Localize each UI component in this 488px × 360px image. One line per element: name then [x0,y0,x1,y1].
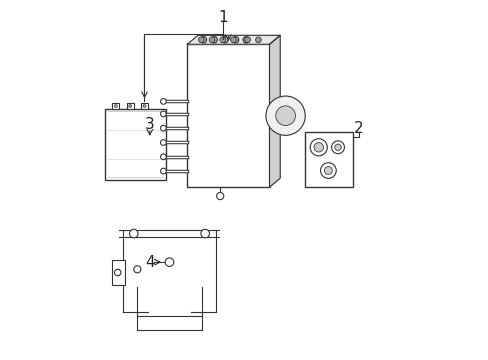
Circle shape [165,258,173,266]
Circle shape [216,193,224,200]
Text: 2: 2 [353,121,363,136]
Circle shape [160,140,166,145]
Bar [305,132,353,187]
Polygon shape [187,35,280,44]
Circle shape [128,105,131,108]
FancyBboxPatch shape [112,260,124,285]
Circle shape [160,125,166,131]
Circle shape [255,37,261,42]
Bar [112,103,119,109]
Circle shape [221,37,227,43]
Circle shape [331,141,344,154]
Circle shape [143,105,145,108]
Circle shape [334,144,341,150]
Circle shape [198,37,203,42]
Circle shape [210,37,217,43]
Circle shape [160,168,166,174]
Bar [126,103,134,109]
Circle shape [160,99,166,104]
Circle shape [201,229,209,238]
Circle shape [232,37,238,43]
Circle shape [309,139,326,156]
Circle shape [324,167,332,175]
Circle shape [265,96,305,135]
Text: 1: 1 [218,10,227,25]
Circle shape [230,37,236,42]
Bar [187,44,269,187]
Bar [105,109,165,180]
Circle shape [209,37,214,42]
Circle shape [320,163,336,179]
Circle shape [244,37,250,42]
Text: 4: 4 [145,255,154,270]
Bar [141,103,148,109]
Circle shape [129,229,138,238]
Circle shape [134,266,141,273]
Circle shape [313,143,323,152]
Circle shape [200,37,206,43]
Circle shape [114,269,121,276]
Circle shape [243,37,249,43]
Circle shape [160,154,166,159]
Circle shape [275,106,295,126]
Circle shape [160,111,166,117]
Polygon shape [269,35,280,187]
Circle shape [220,37,225,42]
Text: 3: 3 [144,117,154,132]
Circle shape [114,105,117,108]
